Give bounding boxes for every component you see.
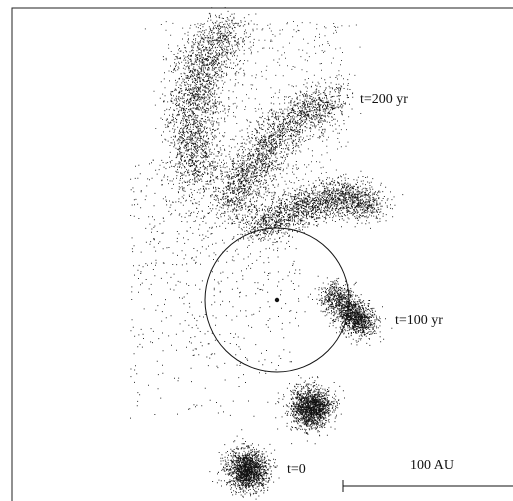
time-label: t=0: [287, 462, 306, 477]
central-star: [275, 298, 279, 302]
time-label: t=100 yr: [395, 313, 443, 328]
figure: t=200 yr t=100 yr t=0 100 AU: [0, 0, 513, 501]
scale-bar-label: 100 AU: [410, 458, 454, 473]
time-label: t=200 yr: [360, 92, 408, 107]
